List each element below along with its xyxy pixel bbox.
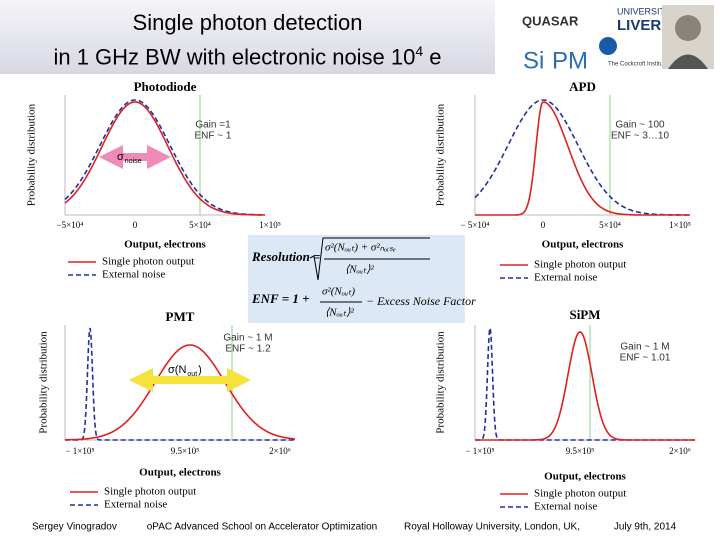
formula-part: − Excess Noise Factor [366,294,476,308]
curve-external-noise [64,99,265,216]
arrow-label: noise [125,158,142,165]
title-end: e [423,44,442,70]
x-axis-label: Output, electrons [542,239,624,251]
legend-label: Single photon output [534,488,626,500]
title-line: in 1 GHz BW with electronic noise 10 [53,44,416,70]
x-tick-label: 2×10⁶ [269,446,291,456]
legend-label: External noise [102,269,165,281]
legend-label: External noise [534,501,597,513]
footer-text: Sergey Vinogradov [32,522,117,533]
annotation: ENF ~ 1.2 [225,344,271,355]
x-tick-label: 1×10⁵ [669,220,691,230]
annotation: Gain ~ 100 [615,120,665,131]
curve-single-photon [475,331,695,441]
x-tick-label: 5×10⁴ [599,220,621,230]
annotation: Gain ~ 1 M [223,333,272,344]
panel-title: Photodiode [134,79,197,94]
x-tick-label: 5×10⁴ [189,220,211,230]
curve-external-noise [65,327,295,441]
annotation: ENF ~ 1.01 [620,353,671,364]
x-tick-label: −5×10⁴ [57,220,84,230]
legend-label: Single photon output [534,259,626,271]
curve-single-photon [475,101,690,216]
arrow-label: σ [117,151,124,163]
footer-text: Royal Holloway University, London, UK, [404,522,580,533]
curve-external-noise [474,99,690,216]
x-tick-label: − 1×10⁵ [65,446,94,456]
x-tick-label: 2×10⁶ [669,446,691,456]
x-tick-label: 1×10⁵ [259,220,281,230]
y-axis-label: Probability distribution [435,103,447,206]
logo-text: PM [552,47,588,74]
footer-text: July 9th, 2014 [614,522,677,533]
formula-part: ⟨Nₒᵤₜ⟩² [345,264,375,276]
curve-single-photon [65,344,295,441]
title-sup: 4 [415,43,424,59]
formula-part: Resolution = [251,249,320,264]
portrait-head [675,15,701,41]
arrow-label: ) [198,364,202,376]
formula-box [248,235,465,323]
x-tick-label: 0 [541,220,546,230]
y-axis-label: Probability distribution [26,103,38,206]
annotation: Gain =1 [195,120,231,131]
formula-part: ENF = 1 + [251,291,310,306]
logo-text: UNIVERSITY OF [617,6,686,16]
logo-text: The Cockcroft Institute [608,62,669,68]
x-tick-label: 0 [133,220,138,230]
x-tick-label: − 1×10⁵ [465,446,494,456]
logo-text: QUASAR [522,13,579,28]
x-tick-label: 9.5×10⁵ [171,446,199,456]
legend-label: External noise [104,499,167,511]
logo-icon [599,37,617,55]
footer-text: oPAC Advanced School on Accelerator Opti… [147,522,378,533]
annotation: Gain ~ 1 M [620,342,669,353]
arrow-label: σ(N [168,364,186,376]
panel-title: PMT [166,309,195,324]
formula-part: σ²(Nₒᵤₜ) + σ²ₙₒᵢₛₑ [325,242,396,254]
x-axis-label: Output, electrons [139,467,221,479]
panel-title: SiPM [569,307,600,322]
x-tick-label: − 5×10⁴ [460,220,489,230]
panel-title: APD [569,79,596,94]
annotation: ENF ~ 3…10 [611,131,670,142]
y-axis-label: Probability distribution [435,331,447,434]
legend-label: Single photon output [102,256,194,268]
y-axis-label: Probability distribution [38,331,50,434]
x-axis-label: Output, electrons [124,239,206,251]
sqrt-sign [309,237,430,281]
legend-label: External noise [534,272,597,284]
title-line: Single photon detection [132,10,363,35]
title-band [0,0,495,74]
arrow-label: out [187,371,197,378]
curve-single-photon [64,101,266,216]
axes [64,95,265,216]
formula-part: σ²(Nₒᵤₜ) [322,286,355,298]
formula-part: ⟨Nₒᵤₜ⟩² [325,307,355,319]
logo-text: Si [523,47,544,74]
x-axis-label: Output, electrons [544,471,626,483]
annotation: ENF ~ 1 [195,131,232,142]
slide-title: Single photon detection in 1 GHz BW with… [0,8,495,71]
x-tick-label: 9.5×10⁵ [566,446,594,456]
legend-label: Single photon output [104,486,196,498]
portrait-body [668,54,708,69]
axes [474,95,690,216]
